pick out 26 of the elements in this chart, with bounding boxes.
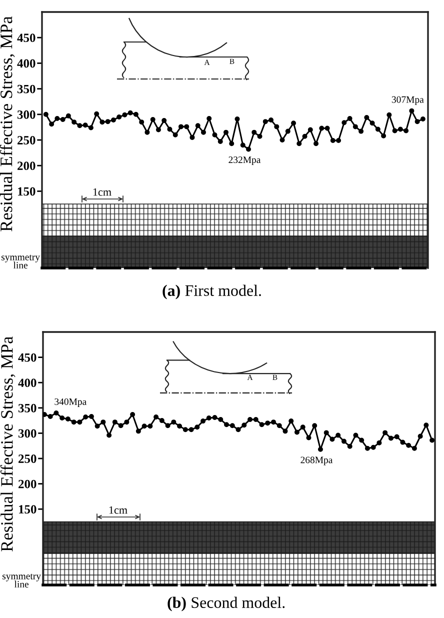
annotation: 268Mpa [300,456,333,466]
annotation: 340Mpa [54,398,86,407]
annotation: 232Mpa [228,156,261,166]
annotation: 307Mpa [392,96,424,105]
text: symmetry line [2,574,41,588]
y-tick-label: 200 [18,162,36,170]
annotation: 1cm [93,188,112,196]
text: symmetry line [2,254,40,269]
text: (a) First model. [162,284,261,300]
y-tick-label: 150 [18,187,36,196]
y-tick-label: 250 [18,454,36,463]
y-tick-label: 400 [17,59,36,68]
y-axis-title: Residual Effective Stress, MPa [0,16,15,232]
y-tick-label: 450 [18,353,36,362]
y-tick-label: 450 [17,34,36,42]
y-tick-label: 400 [18,378,36,388]
y-tick-label: 200 [18,480,36,488]
y-tick-label: 250 [18,136,36,144]
y-axis-title: Residual Effective Stress, MPa [0,336,16,552]
y-tick-label: 350 [17,84,36,94]
y-tick-label: 150 [19,505,36,514]
annotation: 1cm [109,506,128,514]
y-tick-label: 300 [17,110,36,119]
y-tick-label: 350 [18,404,36,412]
text: (b) Second model. [168,596,285,612]
y-tick-label: 300 [18,429,36,438]
